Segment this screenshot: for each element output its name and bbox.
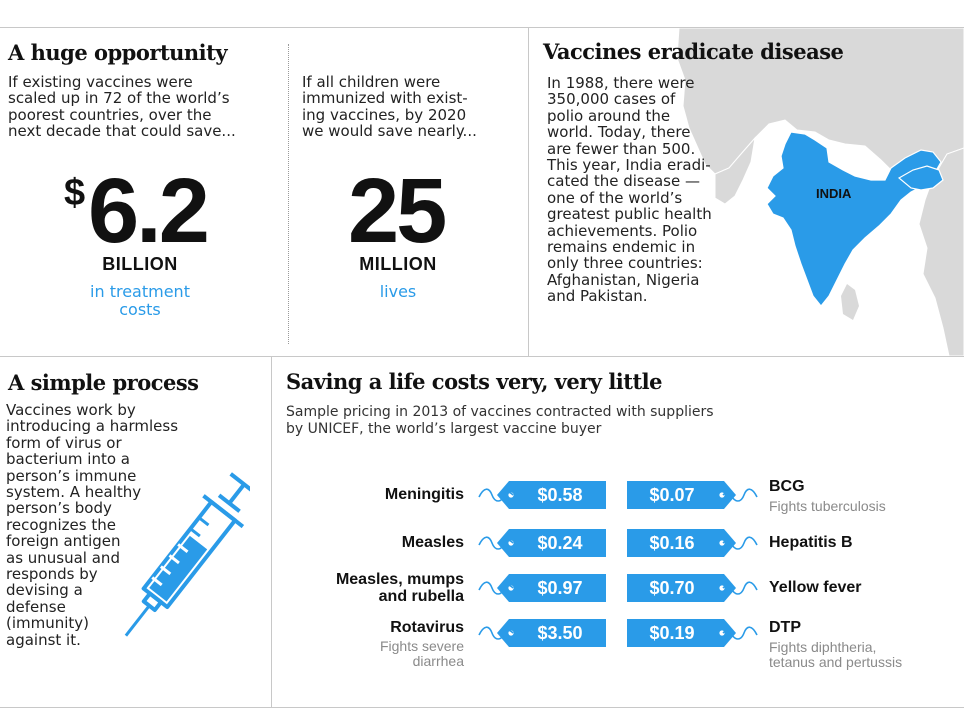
tag-string-bcg-icon <box>722 488 758 502</box>
tag-string-yellow-fever-icon <box>722 581 758 595</box>
lives-saved-caption: lives <box>379 282 417 301</box>
opportunity-dotted-divider <box>288 44 289 344</box>
price-dtp: $0.19 <box>649 623 695 643</box>
opportunity-left-text: If existing vaccines were scaled up in 7… <box>8 73 236 141</box>
eradicate-heading: Vaccines eradicate disease <box>543 39 844 64</box>
price-tag-rotavirus: $3.50 <box>497 619 606 647</box>
pricing-subtitle: Sample pricing in 2013 of vaccines contr… <box>286 404 714 437</box>
map-land-east <box>918 147 964 356</box>
price-tag-yellow-fever: $0.70 <box>627 574 736 602</box>
price-bcg: $0.07 <box>649 485 695 505</box>
tag-string-mmr-icon <box>478 581 514 595</box>
price-tag-meningitis: $0.58 <box>497 481 606 509</box>
map-sri-lanka <box>841 284 859 320</box>
india-label: INDIA <box>816 186 852 201</box>
price-tag-dtp: $0.19 <box>627 619 736 647</box>
lives-saved-unit: MILLION <box>359 254 437 274</box>
price-tag-hepatitis-b: $0.16 <box>627 529 736 557</box>
india-map: INDIA <box>529 28 964 356</box>
vaccine-note-dtp: Fights diphtheria, tetanus and pertussis <box>769 639 903 670</box>
pricing-heading: Saving a life costs very, very little <box>286 369 663 394</box>
price-rotavirus: $3.50 <box>537 623 583 643</box>
tag-string-hepatitis-b-icon <box>722 536 758 550</box>
bottom-vertical-divider <box>271 356 272 708</box>
map-svg <box>676 28 964 356</box>
eradicate-text: In 1988, there were 350,000 cases of pol… <box>547 74 712 306</box>
middle-rule <box>0 356 964 357</box>
syringe-icon <box>124 472 250 637</box>
vaccine-note-bcg: Fights tuberculosis <box>769 498 886 514</box>
map-land-west <box>714 136 756 205</box>
tag-string-dtp-icon <box>722 626 758 640</box>
tag-string-measles-icon <box>478 536 514 550</box>
vaccine-name-rotavirus: Rotavirus <box>390 619 464 636</box>
vaccine-name-mmr: Measles, mumps and rubella <box>335 571 464 605</box>
price-hepatitis-b: $0.16 <box>649 533 695 553</box>
tag-string-rotavirus-icon <box>478 626 514 640</box>
vaccine-name-measles: Measles <box>401 534 464 551</box>
opportunity-right-text: If all children were immunized with exis… <box>302 73 477 141</box>
lives-saved-number: 25 <box>348 160 447 262</box>
process-heading: A simple process <box>8 370 199 395</box>
vaccine-name-bcg: BCG <box>769 478 805 495</box>
vaccine-name-meningitis: Meningitis <box>384 486 464 503</box>
price-yellow-fever: $0.70 <box>649 578 695 598</box>
treatment-savings-unit: BILLION <box>102 254 178 274</box>
vaccine-name-hepatitis-b: Hepatitis B <box>769 534 853 551</box>
process-text: Vaccines work by introducing a harmless … <box>6 401 179 649</box>
tag-string-meningitis-icon <box>478 488 514 502</box>
treatment-savings-caption: in treatment costs <box>90 282 190 319</box>
price-tag-bcg: $0.07 <box>627 481 736 509</box>
price-mmr: $0.97 <box>537 578 583 598</box>
map-india-northeast <box>897 165 944 191</box>
vaccine-note-rotavirus: Fights severe diarrhea <box>379 638 464 669</box>
price-meningitis: $0.58 <box>537 485 583 505</box>
opportunity-heading: A huge opportunity <box>8 40 228 65</box>
map-india-shape <box>766 131 942 307</box>
price-measles: $0.24 <box>537 533 583 553</box>
bottom-rule <box>0 707 964 708</box>
top-vertical-divider <box>528 27 529 357</box>
currency-symbol: $ <box>64 172 86 214</box>
top-rule <box>0 27 964 28</box>
vaccine-name-yellow-fever: Yellow fever <box>769 579 862 596</box>
vaccine-name-dtp: DTP <box>769 619 801 636</box>
treatment-savings-number: 6.2 <box>88 160 210 262</box>
